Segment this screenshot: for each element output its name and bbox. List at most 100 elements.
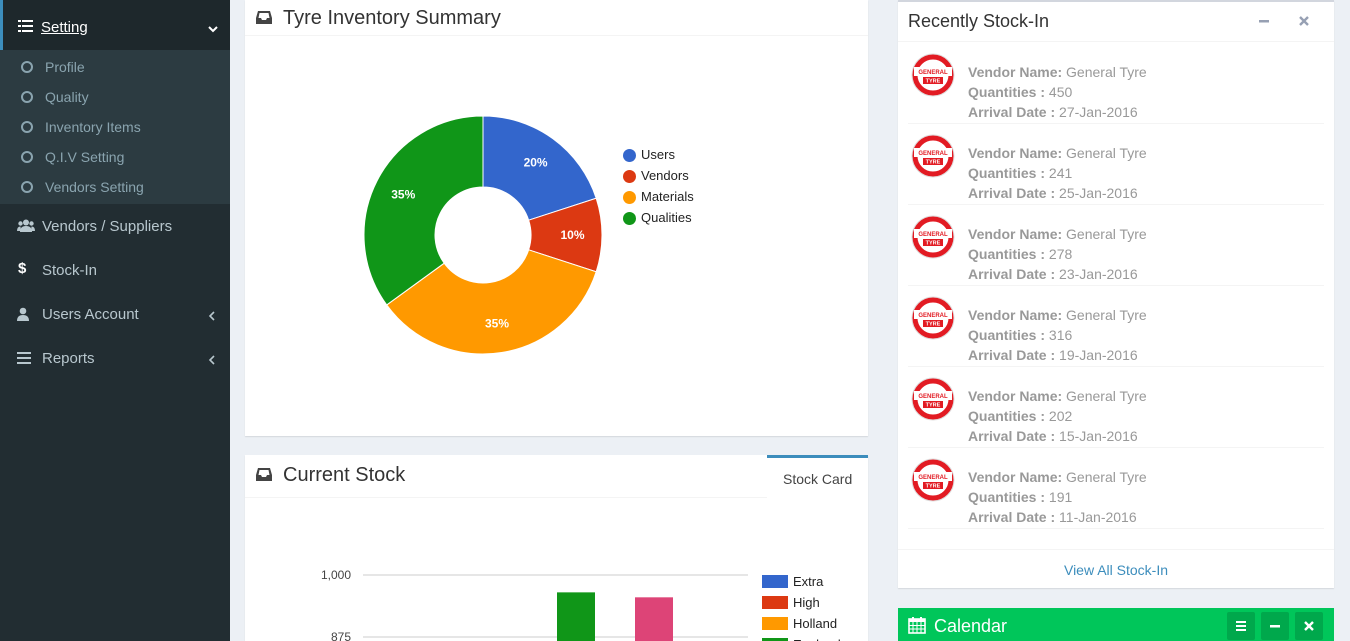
chevron-left-icon [208, 308, 216, 325]
sidebar-item-setting[interactable]: Setting [0, 0, 230, 50]
sidebar-subitem-vendors-setting[interactable]: Vendors Setting [0, 172, 230, 202]
slice-label: 35% [485, 316, 509, 330]
user-icon [17, 307, 29, 325]
arrival-date-line: Arrival Date : 11-Jan-2016 [968, 509, 1137, 525]
slice-label: 20% [524, 156, 548, 170]
calendar-menu-button[interactable] [1227, 612, 1255, 640]
sidebar-item-vendors[interactable]: Vendors / Suppliers [0, 204, 230, 248]
minimize-icon [1270, 625, 1280, 628]
arrival-date-value: 25-Jan-2016 [1055, 185, 1138, 201]
vendor-name-value: General Tyre [1062, 145, 1147, 161]
legend-label: High [793, 595, 820, 610]
svg-text:GENERAL: GENERAL [918, 70, 948, 76]
legend-swatch [623, 212, 636, 225]
stock-in-entry: GENERAL TYRE Vendor Name: General Tyre Quan… [908, 206, 1324, 286]
svg-text:TYRE: TYRE [926, 79, 941, 85]
sidebar-subitem-inventory-items[interactable]: Inventory Items [0, 112, 230, 142]
quantity-label: Quantities : [968, 84, 1046, 100]
general-tyre-logo: GENERAL TYRE [911, 134, 955, 178]
stock-in-entry: GENERAL TYRE Vendor Name: General Tyre Quan… [908, 368, 1324, 448]
subitem-label: Profile [45, 59, 85, 75]
circle-icon [21, 151, 33, 163]
inbox-icon [255, 467, 273, 487]
svg-text:GENERAL: GENERAL [918, 313, 948, 319]
calendar-minimize-button[interactable] [1261, 612, 1289, 640]
tab-stock-card[interactable]: Stock Card [767, 455, 868, 498]
vendor-name-value: General Tyre [1062, 226, 1147, 242]
svg-text:GENERAL: GENERAL [918, 232, 948, 238]
subitem-label: Q.I.V Setting [45, 149, 125, 165]
svg-text:TYRE: TYRE [926, 403, 941, 409]
vendor-name-line: Vendor Name: General Tyre [968, 307, 1147, 323]
box-title: Tyre Inventory Summary [283, 7, 501, 29]
vendor-name-label: Vendor Name: [968, 226, 1063, 242]
donut-chart: 20% 10% 35% 35% Users Vendors Materials Qualit… [245, 36, 868, 436]
box-header: Tyre Inventory Summary [245, 0, 868, 36]
sidebar-item-label: Vendors / Suppliers [42, 218, 173, 235]
legend-swatch [762, 638, 788, 641]
general-tyre-logo: GENERAL TYRE [911, 215, 955, 259]
subitem-label: Vendors Setting [45, 179, 144, 195]
quantity-label: Quantities : [968, 489, 1046, 505]
sidebar: Setting Profile Quality Inventory Items … [0, 0, 230, 641]
close-icon[interactable] [1296, 14, 1312, 30]
vendor-name-value: General Tyre [1062, 469, 1147, 485]
quantity-label: Quantities : [968, 327, 1046, 343]
quantity-line: Quantities : 191 [968, 489, 1072, 505]
general-tyre-logo: GENERAL TYRE [911, 296, 955, 340]
calendar-close-button[interactable] [1295, 612, 1323, 640]
slice-label: 35% [391, 187, 415, 201]
minimize-icon[interactable] [1256, 14, 1272, 30]
stock-in-entry: GENERAL TYRE Vendor Name: General Tyre Quan… [908, 44, 1324, 124]
chevron-down-icon [208, 20, 218, 38]
vendor-name-value: General Tyre [1062, 64, 1147, 80]
sidebar-subitem-quality[interactable]: Quality [0, 82, 230, 112]
vendor-name-line: Vendor Name: General Tyre [968, 226, 1147, 242]
arrival-date-line: Arrival Date : 19-Jan-2016 [968, 347, 1138, 363]
vendor-name-line: Vendor Name: General Tyre [968, 388, 1147, 404]
general-tyre-logo: GENERAL TYRE [911, 53, 955, 97]
calendar-title: Calendar [934, 616, 1008, 636]
stock-in-entry: GENERAL TYRE Vendor Name: General Tyre Quan… [908, 287, 1324, 367]
dollar-icon: $ [18, 260, 27, 277]
pie-slice-qualities [363, 115, 484, 306]
y-tick-label: 1,000 [321, 568, 351, 582]
arrival-date-line: Arrival Date : 27-Jan-2016 [968, 104, 1138, 120]
quantity-line: Quantities : 316 [968, 327, 1072, 343]
tyre-inventory-summary-box: Tyre Inventory Summary 20% 10% 35% 35% User… [245, 0, 868, 436]
svg-text:TYRE: TYRE [926, 484, 941, 490]
general-tyre-logo: GENERAL TYRE [911, 377, 955, 421]
svg-text:GENERAL: GENERAL [918, 151, 948, 157]
quantity-label: Quantities : [968, 165, 1046, 181]
pie-slice-users [482, 115, 597, 221]
view-all-stock-in-link[interactable]: View All Stock-In [898, 549, 1334, 589]
stock-in-entry: GENERAL TYRE Vendor Name: General Tyre Quan… [908, 449, 1324, 529]
svg-text:GENERAL: GENERAL [918, 475, 948, 481]
sidebar-subitem-profile[interactable]: Profile [0, 52, 230, 82]
legend-label: Materials [641, 189, 694, 204]
sidebar-subitem-qiv-setting[interactable]: Q.I.V Setting [0, 142, 230, 172]
bar [557, 592, 595, 641]
arrival-date-line: Arrival Date : 15-Jan-2016 [968, 428, 1138, 444]
sidebar-item-reports[interactable]: Reports [0, 336, 230, 380]
current-stock-box: Current Stock Stock Card 1,000 875 Extra H… [245, 455, 868, 641]
subitem-label: Quality [45, 89, 89, 105]
bar-chart: 1,000 875 [321, 568, 748, 641]
arrival-date-line: Arrival Date : 23-Jan-2016 [968, 266, 1138, 282]
quantity-value: 241 [1045, 165, 1073, 181]
general-tyre-logo: GENERAL TYRE [911, 458, 955, 502]
legend-swatch [623, 191, 636, 204]
arrival-date-value: 27-Jan-2016 [1055, 104, 1138, 120]
quantity-value: 191 [1045, 489, 1073, 505]
sidebar-item-stock-in[interactable]: $ Stock-In [0, 248, 230, 292]
svg-text:TYRE: TYRE [926, 322, 941, 328]
setting-submenu: Profile Quality Inventory Items Q.I.V Se… [0, 50, 230, 204]
vendor-name-label: Vendor Name: [968, 64, 1063, 80]
vendor-name-value: General Tyre [1062, 307, 1147, 323]
bar [635, 597, 673, 641]
sidebar-item-users-account[interactable]: Users Account [0, 292, 230, 336]
quantity-label: Quantities : [968, 408, 1046, 424]
quantity-line: Quantities : 202 [968, 408, 1072, 424]
circle-icon [21, 91, 33, 103]
svg-text:GENERAL: GENERAL [918, 394, 948, 400]
